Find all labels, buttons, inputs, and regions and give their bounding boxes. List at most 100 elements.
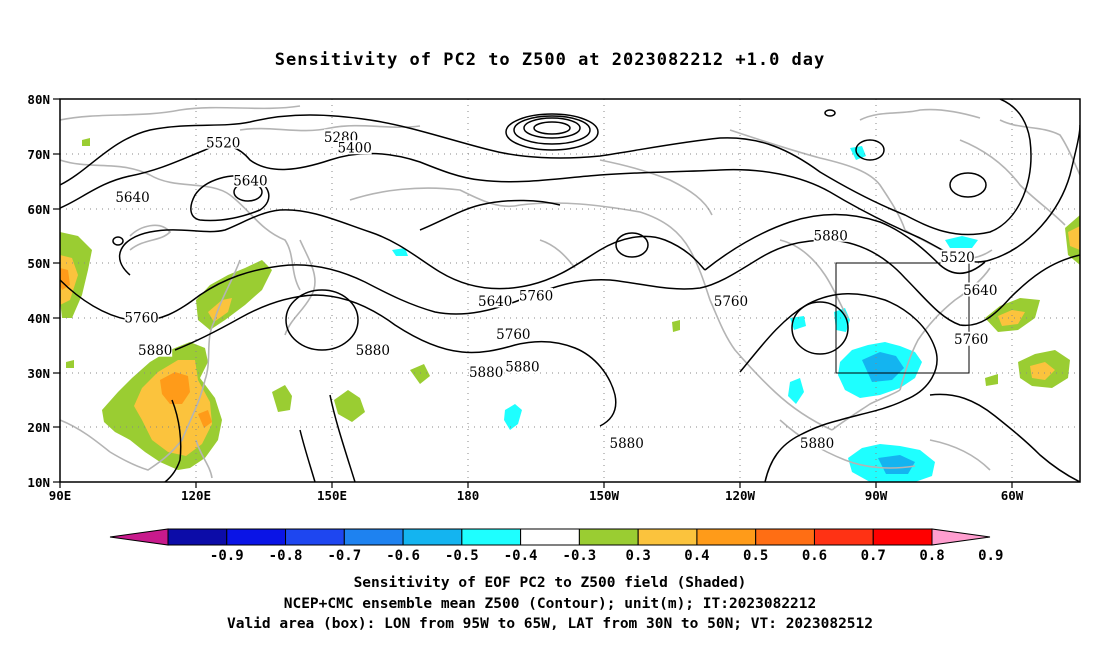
contour-label: 5880 (813, 228, 847, 244)
shade-yellow-east3 (1068, 226, 1080, 250)
contour-label-bg (469, 364, 504, 379)
contour-label: 5880 (356, 343, 390, 359)
colorbar: -0.9 -0.8 -0.7 -0.6 -0.5 -0.4 -0.3 0.3 0.4 0.5 0.6… (109, 528, 1003, 564)
contour-label-bg (496, 326, 531, 341)
contour-label: 5640 (963, 283, 997, 299)
lon-label: 150E (317, 488, 347, 503)
colorbar-label: -0.8 (269, 548, 303, 564)
lon-label: 120W (725, 488, 756, 503)
contour-label: 5760 (124, 310, 158, 326)
shade-cyan-north (850, 146, 866, 160)
contour-label-bg (963, 282, 998, 297)
shade-blue-gulf (862, 352, 904, 382)
contour-label-bg (800, 435, 835, 450)
lat-label: 80N (27, 92, 50, 107)
lon-label: 90E (49, 488, 72, 503)
shade-cyan-pac1 (504, 404, 522, 430)
contour-label: 5520 (940, 250, 974, 266)
valid-area-box (835, 262, 970, 374)
shade-blue-carib (878, 455, 915, 474)
colorbar-label: -0.4 (504, 548, 538, 564)
colorbar-arrow-low (109, 528, 169, 546)
caption-line-2: NCEP+CMC ensemble mean Z500 (Contour); u… (283, 595, 817, 612)
contour-label: 5760 (954, 332, 988, 348)
contour-label: 5880 (138, 343, 172, 359)
contour-label-bg (519, 287, 553, 302)
colorbar-label: -0.6 (386, 548, 420, 564)
colorbar-swatch (461, 528, 522, 546)
lon-label: 120E (181, 488, 211, 503)
colorbar-label: -0.7 (327, 548, 361, 564)
colorbar-swatch (285, 528, 345, 546)
caption-line-3: Valid area (box): LON from 95W to 65W, L… (226, 616, 873, 632)
lat-label: 20N (27, 420, 50, 435)
contour-label: 5640 (115, 190, 149, 206)
contour-label: 5880 (609, 436, 643, 452)
contour-label-bg (478, 293, 513, 308)
colorbar-swatch (813, 528, 874, 546)
shade-yellow-east (998, 310, 1025, 326)
shade-japan (196, 260, 272, 330)
contour-label-bg (206, 134, 241, 149)
contour-label: 5400 (337, 141, 371, 157)
contour-label-bg (115, 189, 150, 204)
shade-orange-china (160, 372, 190, 404)
contour-label: 5880 (469, 365, 503, 381)
shade-yellow-china (134, 360, 212, 456)
lat-label: 70N (27, 147, 50, 162)
contour-label-bg (124, 309, 159, 324)
shade-cyan-small3 (788, 378, 804, 404)
lat-label: 10N (27, 475, 50, 490)
lon-label: 60W (1001, 488, 1024, 503)
caption-line-1: Sensitivity of EOF PC2 to Z500 field (Sh… (353, 575, 747, 591)
colorbar-swatch (167, 528, 228, 546)
colorbar-label: 0.5 (743, 548, 768, 564)
lat-label: 30N (27, 366, 50, 381)
contour-label: 5760 (496, 327, 530, 343)
colorbar-label: 0.9 (978, 548, 1003, 564)
shade-cyan-ne (945, 236, 978, 248)
lon-label: 150W (589, 488, 620, 503)
contour-label-bg (337, 140, 372, 155)
shade-orange-west (60, 268, 70, 290)
contour-label: 5880 (800, 436, 834, 452)
colorbar-swatch (578, 528, 639, 546)
contour-label: 5640 (233, 174, 267, 190)
contour-label-bg (713, 293, 748, 308)
colorbar-label: 0.6 (802, 548, 827, 564)
gridlines (60, 99, 1080, 482)
shade-pacific-1 (272, 385, 292, 412)
shade-orange-china2 (198, 410, 212, 428)
contour-label: 5520 (206, 135, 240, 151)
contour-label-bg (954, 331, 989, 346)
colorbar-label: 0.4 (684, 548, 709, 564)
axis-ticks (53, 98, 1013, 488)
colorbar-swatch (343, 528, 404, 546)
colorbar-swatch (402, 528, 463, 546)
contour-label-bg (505, 359, 540, 374)
colorbar-label: -0.9 (210, 548, 244, 564)
colorbar-arrow-high (931, 528, 991, 546)
shade-misc-2 (66, 360, 74, 368)
contour-label-bg (138, 342, 173, 357)
colorbar-label: 0.3 (626, 548, 651, 564)
contour-labels: 5280540055205640564056405640552057605760… (115, 129, 997, 452)
colorbar-label: -0.5 (445, 548, 479, 564)
colorbar-label: -0.3 (563, 548, 597, 564)
contour-label-bg (355, 342, 390, 357)
colorbar-swatch (872, 528, 933, 546)
shade-pacific-3 (410, 364, 430, 384)
colorbar-swatch (226, 528, 287, 546)
plot-frame (59, 98, 1081, 483)
lat-label: 40N (27, 311, 50, 326)
colorbar-label: 0.7 (861, 548, 886, 564)
lat-label: 60N (27, 202, 50, 217)
colorbar-swatch (755, 528, 815, 546)
contour-label: 5760 (519, 288, 553, 304)
contour-label: 5760 (714, 294, 748, 310)
contour-label: 5880 (505, 360, 539, 376)
colorbar-swatch (637, 528, 698, 546)
map-title: Sensitivity of PC2 to Z500 at 2023082212… (274, 50, 826, 70)
contour-label-bg (324, 129, 359, 144)
